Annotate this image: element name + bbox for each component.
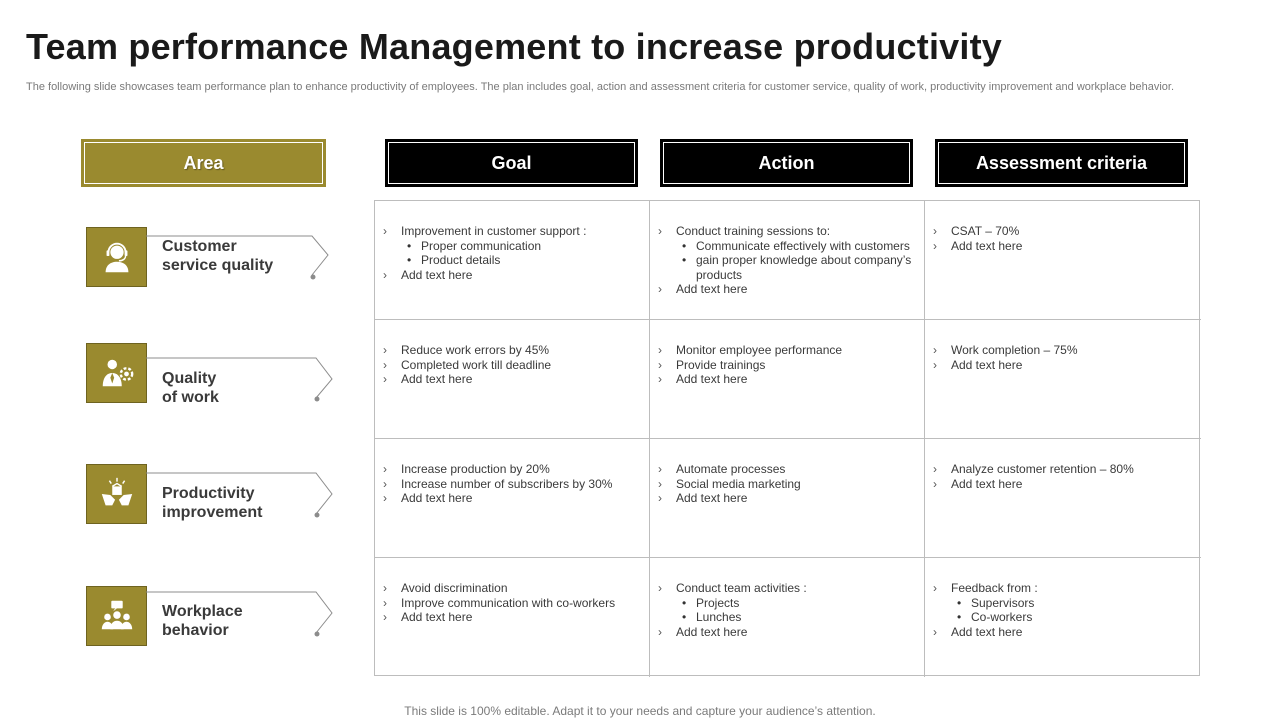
area-label: Productivity improvement	[162, 485, 263, 521]
header-action-label: Action	[663, 142, 910, 184]
list-item: Work completion – 75%	[933, 343, 1193, 358]
list-item: Projects	[658, 596, 916, 611]
list-item: Add text here	[933, 358, 1193, 373]
cell-goal-quality-of-work: Reduce work errors by 45% Completed work…	[375, 320, 650, 439]
header-goal-label: Goal	[388, 142, 635, 184]
list-item: Add text here	[933, 625, 1193, 640]
list-item: Increase production by 20%	[383, 462, 641, 477]
cell-goal-workplace-behavior: Avoid discrimination Improve communicati…	[375, 558, 650, 677]
list-item: Proper communication	[383, 239, 641, 254]
list-item: Provide trainings	[658, 358, 916, 373]
list-item: Add text here	[658, 372, 916, 387]
header-action: Action	[660, 139, 913, 187]
headset-agent-icon	[86, 227, 147, 287]
area-label: Customer service quality	[162, 238, 274, 274]
performance-table: Improvement in customer support : Proper…	[374, 200, 1201, 677]
list-item: Supervisors	[933, 596, 1193, 611]
cell-assessment-quality-of-work: Work completion – 75% Add text here	[925, 320, 1201, 439]
hands-box-icon	[86, 464, 147, 524]
header-area-label: Area	[84, 142, 323, 184]
area-workplace-behavior: Workplace behavior	[86, 584, 336, 648]
cell-goal-productivity: Increase production by 20% Increase numb…	[375, 439, 650, 558]
list-item: Completed work till deadline	[383, 358, 641, 373]
list-item: Avoid discrimination	[383, 581, 641, 596]
list-item: Feedback from :	[933, 581, 1193, 596]
list-item: Add text here	[658, 491, 916, 506]
list-item: Conduct training sessions to:	[658, 224, 916, 239]
list-item: Add text here	[383, 610, 641, 625]
team-chat-icon	[86, 586, 147, 646]
list-item: Co-workers	[933, 610, 1193, 625]
page-title: Team performance Management to increase …	[26, 26, 1003, 67]
list-item: Social media marketing	[658, 477, 916, 492]
list-item: Reduce work errors by 45%	[383, 343, 641, 358]
list-item: CSAT – 70%	[933, 224, 1193, 239]
list-item: Improve communication with co-workers	[383, 596, 641, 611]
businessman-gear-icon	[86, 343, 147, 403]
area-arrow-shape	[146, 591, 333, 637]
list-item: Monitor employee performance	[658, 343, 916, 358]
cell-assessment-customer-service: CSAT – 70% Add text here	[925, 201, 1201, 320]
cell-action-productivity: Automate processes Social media marketin…	[650, 439, 925, 558]
header-assessment-label: Assessment criteria	[938, 142, 1185, 184]
footer-note: This slide is 100% editable. Adapt it to…	[404, 704, 876, 718]
header-goal: Goal	[385, 139, 638, 187]
page-subtitle: The following slide showcases team perfo…	[26, 81, 1175, 93]
cell-assessment-workplace-behavior: Feedback from : Supervisors Co-workers A…	[925, 558, 1201, 677]
list-item: Automate processes	[658, 462, 916, 477]
area-arrow-shape	[146, 472, 333, 518]
area-customer-service: Customer service quality	[86, 225, 336, 289]
list-item: Add text here	[383, 491, 641, 506]
area-arrow-shape	[146, 235, 329, 280]
list-item: Add text here	[383, 268, 641, 283]
list-item: Add text here	[383, 372, 641, 387]
list-item: Add text here	[658, 625, 916, 640]
list-item: Product details	[383, 253, 641, 268]
cell-goal-customer-service: Improvement in customer support : Proper…	[375, 201, 650, 320]
area-productivity-improvement: Productivity improvement	[86, 462, 336, 526]
list-item: Add text here	[933, 239, 1193, 254]
area-arrow-shape	[146, 357, 333, 402]
cell-assessment-productivity: Analyze customer retention – 80% Add tex…	[925, 439, 1201, 558]
cell-action-customer-service: Conduct training sessions to: Communicat…	[650, 201, 925, 320]
area-quality-of-work: Quality of work	[86, 341, 336, 406]
list-item: Conduct team activities :	[658, 581, 916, 596]
cell-action-workplace-behavior: Conduct team activities : Projects Lunch…	[650, 558, 925, 677]
list-item: Improvement in customer support :	[383, 224, 641, 239]
list-item: gain proper knowledge about company’s pr…	[658, 253, 916, 282]
list-item: Communicate effectively with customers	[658, 239, 916, 254]
list-item: Add text here	[658, 282, 916, 297]
header-assessment: Assessment criteria	[935, 139, 1188, 187]
list-item: Increase number of subscribers by 30%	[383, 477, 641, 492]
area-label: Quality of work	[162, 370, 219, 406]
header-area: Area	[81, 139, 326, 187]
area-label: Workplace behavior	[162, 603, 243, 639]
list-item: Analyze customer retention – 80%	[933, 462, 1193, 477]
list-item: Lunches	[658, 610, 916, 625]
list-item: Add text here	[933, 477, 1193, 492]
cell-action-quality-of-work: Monitor employee performance Provide tra…	[650, 320, 925, 439]
